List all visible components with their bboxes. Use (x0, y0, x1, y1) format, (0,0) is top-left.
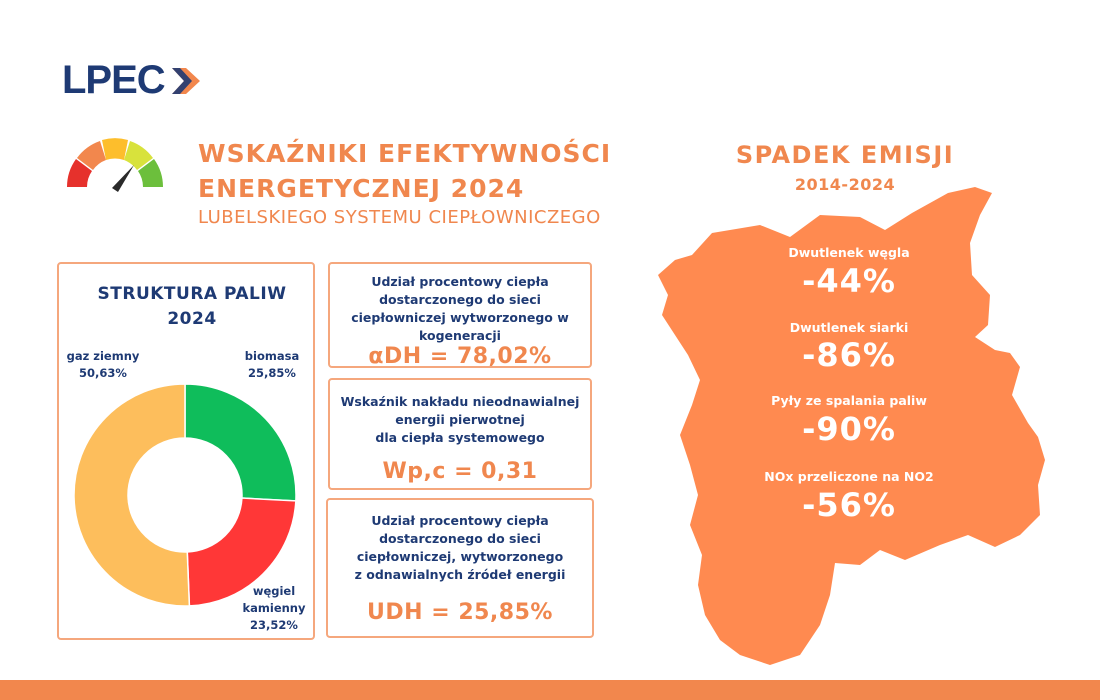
donut-label-coal-name1: węgiel (252, 584, 296, 598)
logo-text: LPEC (62, 58, 166, 102)
donut-label-gas-name: gaz ziemny (66, 349, 140, 363)
indicator-renewable-value: UDH = 25,85% (367, 600, 553, 625)
emissions-years: 2014-2024 (794, 175, 896, 194)
indicator-cogeneration-line2: dostarczonego do sieci (379, 292, 541, 307)
indicator-renewable-line2: dostarczonego do sieci (379, 531, 541, 546)
page-title-line2: ENERGETYCZNEJ 2024 (198, 174, 525, 203)
donut-label-gas-value: 50,63% (79, 366, 127, 380)
indicator-primary-energy-line1: Wskaźnik nakładu nieodnawialnej (340, 394, 580, 409)
page-title-line1: WSKAŹNIKI EFEKTYWNOŚCI (198, 139, 612, 168)
indicator-cogeneration-text: Udział procentowy ciepła dostarczonego d… (330, 273, 590, 345)
fuel-structure-title: STRUKTURA PALIW 2024 (57, 282, 327, 332)
emission-nox-label: NOx przeliczone na NO2 (764, 469, 934, 484)
indicator-renewable-line4: z odnawialnych źródeł energii (354, 567, 566, 582)
fuel-title-line1: STRUKTURA PALIW (97, 284, 287, 304)
emission-so2-label: Dwutlenek siarki (789, 320, 909, 335)
chevron-right-icon (172, 68, 200, 94)
indicator-card-primary-energy: Wskaźnik nakładu nieodnawialnej energii … (328, 378, 592, 490)
indicator-cogeneration-line3: ciepłowniczej wytworzonego w (351, 310, 569, 325)
donut-label-coal: węgiel kamienny 23,52% (234, 583, 314, 634)
indicator-card-renewable: Udział procentowy ciepła dostarczonego d… (326, 498, 594, 638)
indicator-primary-energy-line3: dla ciepła systemowego (375, 430, 545, 445)
indicator-renewable-text: Udział procentowy ciepła dostarczonego d… (328, 512, 592, 584)
indicator-primary-energy-line2: energii pierwotnej (395, 412, 525, 427)
indicator-renewable-line1: Udział procentowy ciepła (371, 513, 549, 528)
city-outline (658, 187, 1045, 665)
donut-label-gas: gaz ziemny 50,63% (62, 348, 144, 382)
emission-nox-value: -56% (802, 486, 896, 524)
emissions-title: SPADEK EMISJI (735, 141, 955, 169)
emission-co2-label: Dwutlenek węgla (788, 245, 910, 260)
donut-slice-3 (73, 383, 191, 607)
indicator-cogeneration-line4: kogeneracji (419, 328, 501, 343)
donut-label-biomass: biomasa 25,85% (232, 348, 312, 382)
donut-label-biomass-name: biomasa (244, 349, 300, 363)
indicator-cogeneration-line1: Udział procentowy ciepła (371, 274, 549, 289)
lpec-logo: LPEC (62, 60, 212, 100)
donut-slice-2 (186, 497, 297, 607)
fuel-title-line2: 2024 (167, 309, 217, 329)
donut-label-coal-name2: kamienny (242, 601, 306, 615)
speedometer-gauge-icon (67, 138, 163, 192)
indicator-primary-energy-value: Wp,c = 0,31 (382, 459, 538, 484)
emission-dust-value: -90% (802, 410, 896, 448)
donut-label-coal-value: 23,52% (250, 618, 298, 632)
page-subtitle: LUBELSKIEGO SYSTEMU CIEPŁOWNICZEGO (198, 207, 601, 228)
bottom-accent-bar (0, 680, 1100, 700)
indicator-card-cogeneration: Udział procentowy ciepła dostarczonego d… (328, 262, 592, 369)
donut-label-biomass-value: 25,85% (248, 366, 296, 380)
emission-so2-value: -86% (802, 336, 896, 374)
donut-slice-1 (184, 383, 297, 502)
lublin-city-map-shape (658, 187, 1045, 665)
indicator-renewable-line3: ciepłowniczej, wytworzonego (356, 549, 564, 564)
fuel-donut-chart (73, 383, 297, 607)
emission-dust-label: Pyły ze spalania paliw (771, 393, 927, 408)
indicator-cogeneration-value: αDH = 78,02% (368, 344, 552, 369)
emission-co2-value: -44% (802, 262, 896, 300)
indicator-primary-energy-text: Wskaźnik nakładu nieodnawialnej energii … (330, 393, 590, 447)
